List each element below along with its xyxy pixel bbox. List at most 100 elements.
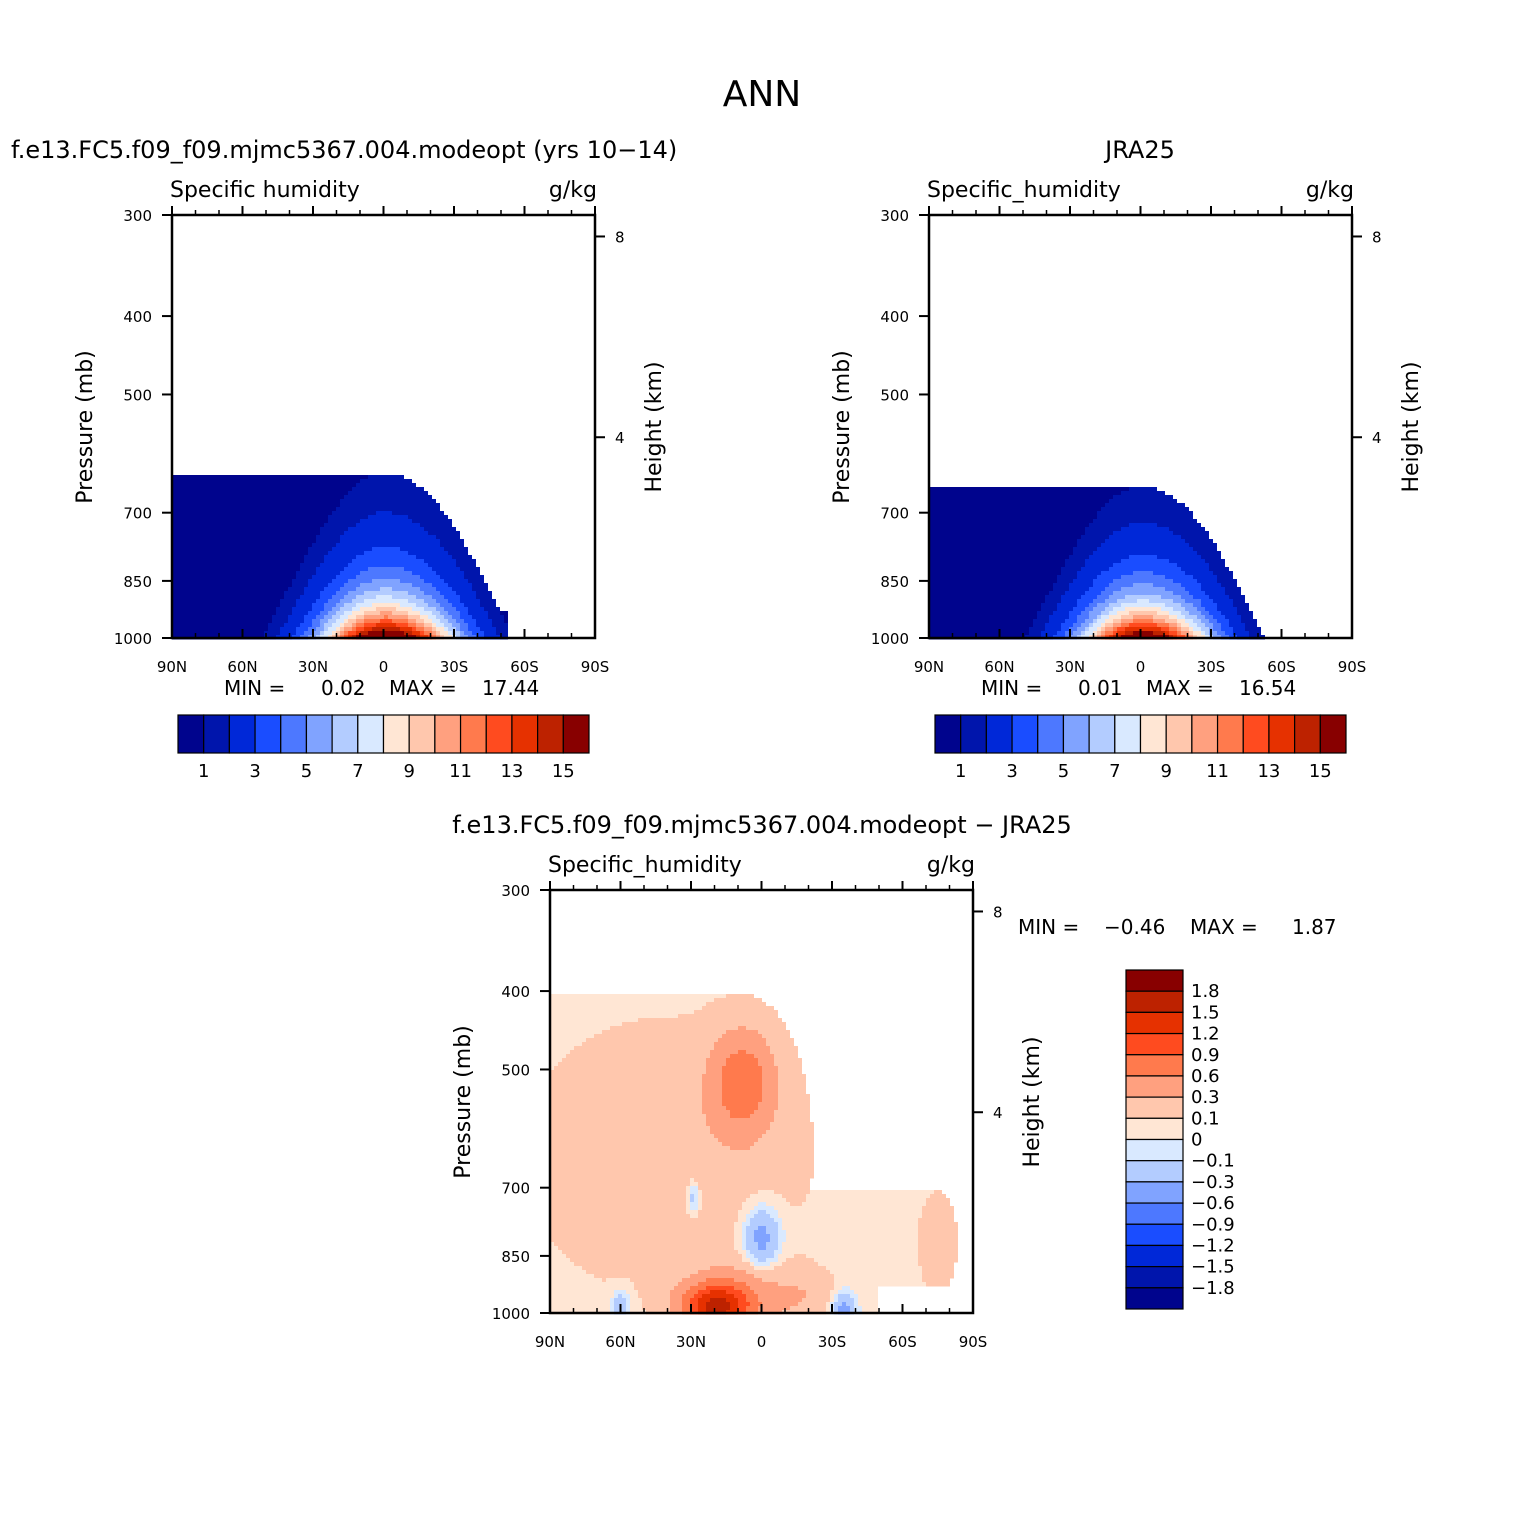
colorbar-box (1242, 714, 1270, 754)
contour-cell (1237, 607, 1249, 612)
contour-cell (754, 1238, 770, 1243)
contour-cell (1177, 563, 1209, 568)
contour-cell (706, 1278, 734, 1283)
x-tick-label: 60S (1267, 658, 1296, 676)
contour-cell (416, 623, 424, 628)
contour-cell (778, 1234, 786, 1239)
contour-cell (634, 1286, 674, 1291)
contour-cell (782, 1218, 918, 1223)
contour-cell (758, 1202, 766, 1207)
contour-cell (702, 1006, 774, 1011)
colorbar-box (408, 714, 436, 754)
contour-cell (1169, 623, 1177, 628)
contour-cell (276, 607, 292, 612)
contour-cell (464, 619, 476, 624)
contour-cell (1057, 631, 1065, 636)
contour-cell (1201, 587, 1225, 592)
contour-cell (1165, 603, 1181, 608)
contour-cell (340, 615, 348, 620)
contour-cell (550, 1158, 814, 1163)
contour-cell (172, 519, 328, 524)
contour-cell (320, 619, 328, 624)
contour-cell (432, 623, 436, 628)
contour-cell (1189, 631, 1193, 636)
panel-model-min-value: 0.02 (321, 676, 366, 700)
contour-cell (746, 1226, 758, 1231)
contour-cell (1085, 563, 1113, 568)
contour-cell (766, 1230, 778, 1235)
contour-cell (922, 1266, 954, 1271)
contour-cell (638, 1294, 670, 1299)
contour-cell (698, 1210, 738, 1215)
contour-cell (340, 503, 440, 508)
contour-cell (929, 539, 1077, 544)
contour-cell (722, 1098, 762, 1103)
colorbar-box (228, 714, 256, 754)
contour-cell (1189, 623, 1197, 628)
contour-cell (550, 1126, 710, 1131)
contour-cell (722, 1082, 762, 1087)
contour-cell (300, 595, 320, 600)
contour-cell (550, 1174, 814, 1179)
contour-cell (488, 611, 500, 616)
colorbar-box (331, 714, 359, 754)
contour-cell (1217, 575, 1233, 580)
panel-model-units: g/kg (549, 178, 597, 203)
contour-cell (172, 515, 328, 520)
contour-cell (332, 631, 336, 636)
contour-cell (550, 1146, 730, 1151)
contour-cell (750, 1222, 778, 1227)
contour-cell (1037, 615, 1049, 620)
contour-cell (742, 1206, 754, 1211)
contour-cell (602, 1030, 726, 1035)
contour-cell (1081, 623, 1089, 628)
contour-cell (452, 587, 472, 592)
colorbar-box (1125, 1117, 1184, 1141)
contour-cell (670, 1306, 682, 1311)
contour-cell (702, 1294, 734, 1299)
contour-cell (642, 1306, 670, 1311)
contour-cell (476, 623, 492, 628)
contour-cell (1225, 615, 1241, 620)
contour-cell (1081, 535, 1109, 540)
contour-cell (308, 547, 332, 552)
colorbar-box (1114, 714, 1142, 754)
contour-fill (550, 994, 958, 1315)
contour-cell (1193, 547, 1217, 552)
contour-cell (550, 1058, 562, 1063)
colorbar-label: −0.3 (1191, 1172, 1235, 1193)
contour-cell (1201, 603, 1217, 608)
colorbar-box (1088, 714, 1116, 754)
contour-cell (1109, 615, 1121, 620)
contour-cell (460, 623, 468, 628)
contour-cell (1029, 627, 1045, 632)
contour-cell (408, 591, 424, 596)
contour-cell (172, 531, 320, 536)
contour-cell (472, 583, 488, 588)
contour-cell (448, 627, 456, 632)
contour-cell (336, 591, 348, 596)
contour-cell (1081, 611, 1089, 616)
contour-cell (734, 1246, 742, 1251)
contour-cell (774, 1218, 782, 1223)
contour-cell (734, 1294, 746, 1299)
x-tick-label: 60N (605, 1333, 635, 1351)
contour-cell (320, 591, 336, 596)
contour-cell (1181, 567, 1209, 572)
contour-cell (1113, 495, 1173, 500)
contour-cell (550, 1030, 602, 1035)
contour-cell (316, 627, 324, 632)
contour-cell (332, 607, 340, 612)
contour-cell (420, 587, 436, 592)
contour-cell (1093, 619, 1097, 624)
contour-cell (722, 1074, 762, 1079)
contour-cell (770, 1122, 814, 1127)
contour-cell (328, 515, 368, 520)
contour-cell (722, 1090, 762, 1095)
contour-cell (172, 615, 272, 620)
contour-cell (690, 1182, 698, 1187)
contour-cell (929, 499, 1109, 504)
contour-cell (802, 1298, 830, 1303)
contour-cell (304, 559, 324, 564)
contour-cell (304, 591, 320, 596)
